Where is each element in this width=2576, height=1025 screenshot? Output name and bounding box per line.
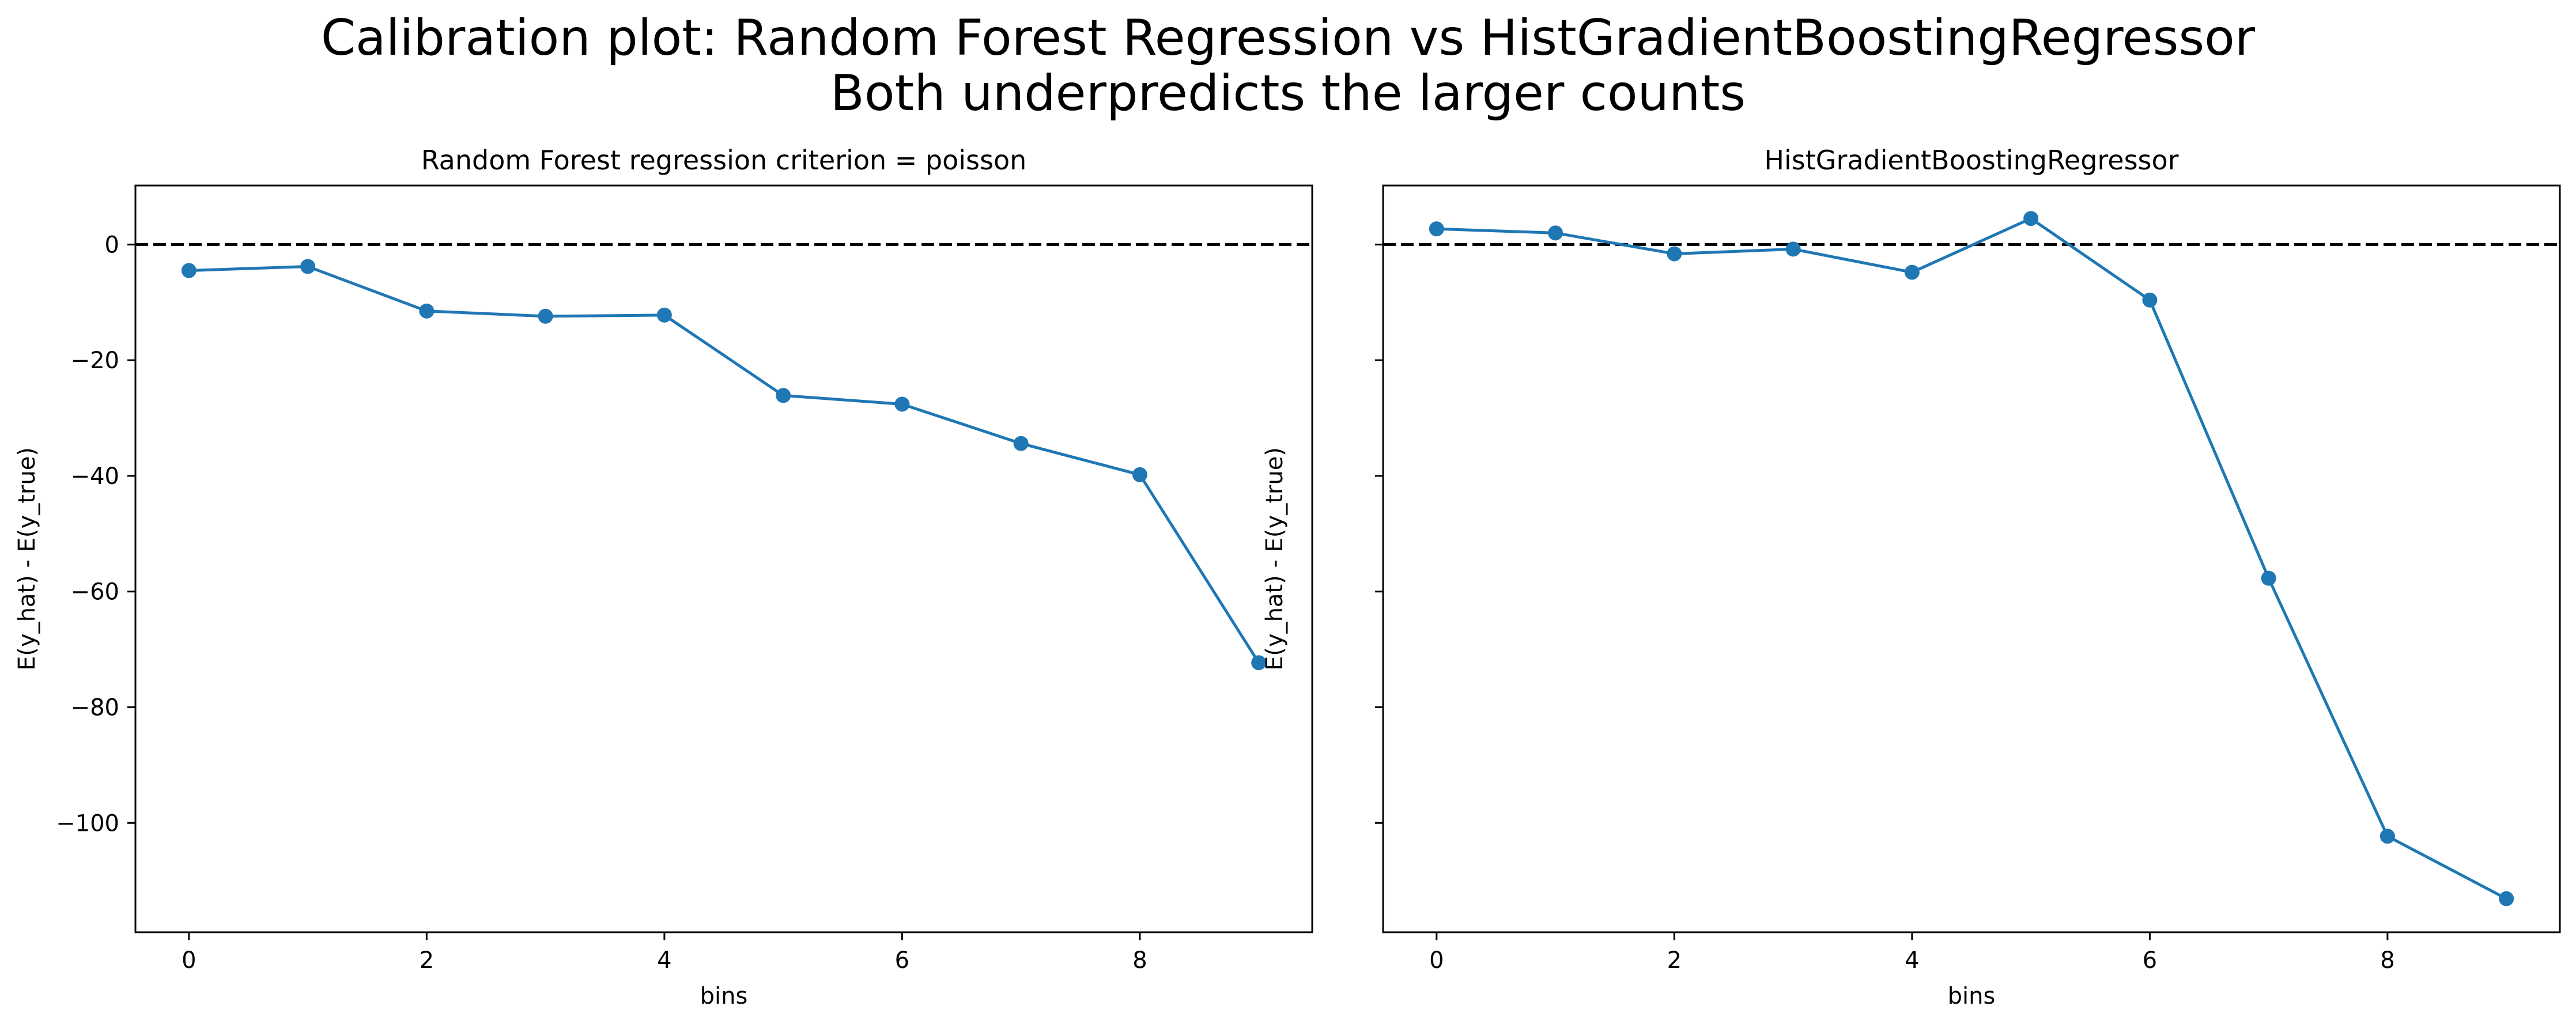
subplot-title-hist-gradient-boosting: HistGradientBoostingRegressor <box>1764 145 2178 176</box>
data-point <box>776 388 791 403</box>
x-tick-label: 0 <box>1429 947 1444 974</box>
x-tick-label: 4 <box>1905 947 1919 974</box>
y-tick-label: −40 <box>71 463 119 490</box>
y-tick-label: −60 <box>71 579 119 606</box>
subplot-hist-gradient-boosting: HistGradientBoostingRegressor bins E(y_h… <box>1261 145 2561 1009</box>
data-point <box>894 396 910 412</box>
data-point <box>1251 655 1267 671</box>
data-point <box>1013 436 1029 451</box>
x-tick-label: 8 <box>1132 947 1147 974</box>
x-tick-label: 6 <box>895 947 909 974</box>
x-tick-label: 2 <box>420 947 434 974</box>
data-point <box>181 263 197 278</box>
series-line-hist-gradient-boosting <box>1436 217 2507 900</box>
figure-title-line-1: Calibration plot: Random Forest Regressi… <box>320 9 2256 67</box>
data-point <box>300 259 316 274</box>
x-tick-label: 6 <box>2143 947 2157 974</box>
series-line-random-forest <box>188 265 1260 664</box>
x-tick-label: 4 <box>657 947 671 974</box>
y-tick-label: −20 <box>71 347 119 374</box>
x-axis-label-random-forest: bins <box>700 983 748 1009</box>
data-point <box>2499 891 2514 906</box>
data-point <box>1548 225 1563 241</box>
data-point <box>2261 570 2276 586</box>
data-point <box>1904 264 1920 280</box>
data-point <box>1429 221 1444 237</box>
y-axis-label-random-forest: E(y_hat) - E(y_true) <box>14 447 40 671</box>
axes-frame-hist-gradient-boosting <box>1382 184 2561 933</box>
y-tick-label: −100 <box>56 810 119 837</box>
data-point <box>2142 292 2158 308</box>
data-point <box>538 308 553 324</box>
subplot-random-forest: Random Forest regression criterion = poi… <box>14 145 1313 1009</box>
y-tick-label: −80 <box>71 694 119 721</box>
x-tick-label: 0 <box>182 947 196 974</box>
data-point <box>1785 241 1801 257</box>
y-tick-label: 0 <box>105 232 119 258</box>
y-axis-label-hist-gradient-boosting: E(y_hat) - E(y_true) <box>1261 447 1288 671</box>
axes-frame-random-forest <box>134 184 1313 933</box>
data-point <box>2379 829 2395 844</box>
data-point <box>1132 467 1147 482</box>
x-tick-label: 2 <box>1667 947 1682 974</box>
figure-title: Calibration plot: Random Forest Regressi… <box>0 10 2576 121</box>
figure-title-line-2: Both underpredicts the larger counts <box>830 65 1746 122</box>
data-point <box>419 303 435 319</box>
x-tick-label: 8 <box>2380 947 2394 974</box>
data-point <box>2023 211 2039 226</box>
subplot-title-random-forest: Random Forest regression criterion = poi… <box>421 145 1027 176</box>
x-axis-label-hist-gradient-boosting: bins <box>1948 983 1996 1009</box>
data-point <box>656 307 672 323</box>
data-point <box>1667 246 1682 262</box>
